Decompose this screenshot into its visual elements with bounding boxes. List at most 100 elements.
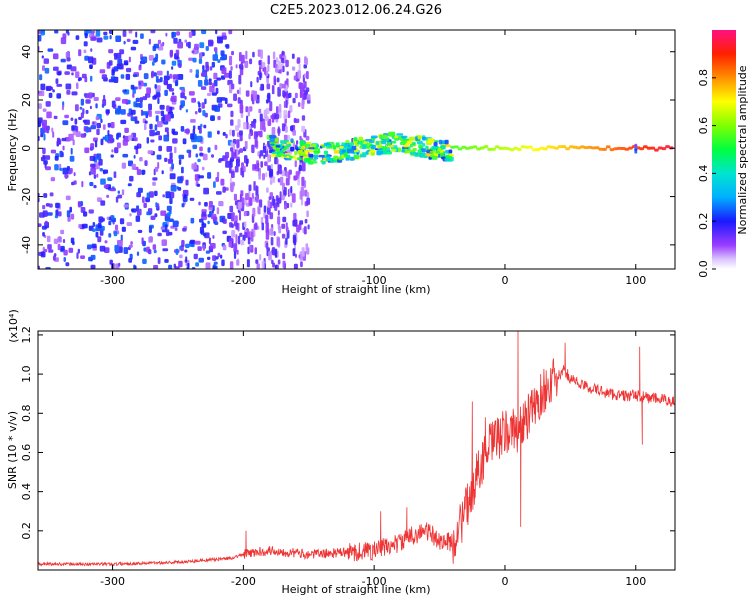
spectrogram-cell	[269, 179, 273, 185]
spectrogram-cell	[120, 119, 127, 125]
spectrogram-cell	[238, 74, 242, 85]
spectrogram-cell	[220, 178, 225, 186]
spectrogram-cell	[66, 210, 71, 218]
spectrogram-cell	[422, 136, 426, 141]
spectrogram-cell	[43, 58, 49, 64]
spectrogram-cell	[178, 63, 182, 68]
spectrogram-cell	[121, 226, 126, 232]
spectrogram-cell	[568, 145, 574, 149]
spectrogram-cell	[388, 131, 396, 137]
snr-y-tick-label: 0.4	[20, 483, 33, 501]
spectrogram-cell	[80, 200, 83, 207]
spectrogram-cell	[137, 187, 143, 193]
spectrogram-cell	[365, 139, 372, 142]
spectrogram-cell	[284, 201, 287, 210]
spectrogram-cell	[199, 146, 203, 152]
spectrogram-cell	[255, 185, 258, 192]
spectrogram-cell	[95, 30, 101, 37]
spectrogram-cell	[124, 89, 127, 93]
spectrogram-cell	[96, 153, 102, 160]
spectrogram-y-tick-label: 20	[20, 93, 33, 107]
spectrogram-cell	[345, 157, 350, 161]
spectrogram-cell	[305, 243, 309, 251]
spectrogram-cell	[42, 205, 46, 210]
spectrogram-cell	[175, 248, 179, 255]
spectrogram-cell	[243, 211, 247, 217]
spectrogram-cell	[267, 55, 270, 65]
spectrogram-cell	[71, 125, 75, 131]
spectrogram-cell	[75, 104, 79, 112]
spectrogram-x-tick-label: 0	[501, 274, 508, 287]
spectrogram-cell	[115, 224, 119, 231]
spectrogram-cell	[233, 243, 238, 253]
spectrogram-cell	[215, 87, 219, 94]
spectrogram-cell	[216, 77, 222, 81]
spectrogram-cell	[230, 141, 233, 147]
spectrogram-cell	[306, 210, 309, 218]
spectrogram-cell	[293, 219, 298, 227]
spectrogram-cell	[254, 138, 258, 148]
spectrogram-cell	[148, 249, 152, 255]
spectrogram-cell	[646, 146, 652, 150]
spectrogram-cell	[396, 133, 404, 136]
spectrogram-cell	[222, 155, 228, 162]
spectrogram-cell	[84, 93, 90, 99]
spectrogram-cell	[80, 112, 84, 119]
spectrogram-cell	[158, 135, 162, 141]
spectrogram-cell	[69, 167, 73, 174]
spectrogram-cell	[47, 48, 54, 52]
spectrogram-cell	[76, 252, 79, 259]
spectrogram-cell	[176, 186, 179, 190]
spectrogram-cell	[184, 96, 187, 100]
spectrogram-cell	[45, 203, 50, 207]
spectrogram-y-tick-label: -40	[20, 236, 33, 254]
spectrogram-cell	[96, 128, 100, 136]
spectrogram-cell	[209, 243, 216, 249]
spectrogram-cell	[69, 155, 75, 162]
spectrogram-cell	[224, 97, 228, 105]
spectrogram-cell	[359, 154, 363, 157]
spectrogram-cell	[281, 83, 286, 89]
spectrogram-cell	[177, 74, 184, 80]
spectrogram-cell	[99, 245, 106, 252]
spectrogram-cell	[249, 125, 252, 129]
spectrogram-cell	[494, 145, 500, 149]
spectrogram-cell	[299, 220, 304, 225]
snr-ylabel: SNR (10 * v/v)	[6, 411, 19, 489]
spectrogram-cell	[197, 158, 201, 163]
spectrogram-cell	[306, 197, 311, 205]
spectrogram-cell	[349, 142, 354, 146]
spectrogram-cell	[281, 57, 285, 64]
spectrogram-cell	[251, 231, 254, 242]
spectrogram-cell	[182, 138, 187, 145]
spectrogram-cell	[214, 105, 220, 112]
spectrogram-cell	[128, 244, 133, 248]
spectrogram-cell	[228, 241, 233, 248]
spectrogram-cell	[296, 224, 300, 233]
spectrogram-cell	[274, 203, 278, 211]
spectrogram-cell	[62, 145, 65, 151]
spectrogram-cell	[164, 157, 168, 162]
spectrogram-cell	[258, 171, 261, 180]
spectrogram-cell	[292, 97, 296, 104]
spectrogram-cell	[624, 147, 630, 151]
spectrogram-cell	[292, 130, 296, 136]
spectrogram-cell	[168, 88, 174, 92]
spectrogram-cell	[296, 140, 299, 145]
spectrogram-cell	[80, 98, 84, 106]
spectrogram-cell	[277, 216, 281, 225]
snr-y-tick-label: 0.2	[20, 522, 33, 540]
spectrogram-cell	[48, 249, 54, 253]
spectrogram-cell	[266, 83, 271, 90]
spectrogram-cell	[299, 82, 304, 89]
spectrogram-cell	[171, 92, 175, 96]
spectrogram-cell	[264, 66, 267, 75]
spectrogram-cell	[42, 108, 47, 112]
spectrogram-cell	[62, 239, 66, 244]
spectrogram-cell	[203, 233, 207, 237]
spectrogram-cell	[93, 174, 97, 179]
spectrogram-cell	[271, 259, 274, 265]
spectrogram-cell	[125, 73, 131, 80]
spectrogram-cell	[135, 149, 139, 155]
spectrogram-cell	[55, 78, 59, 84]
